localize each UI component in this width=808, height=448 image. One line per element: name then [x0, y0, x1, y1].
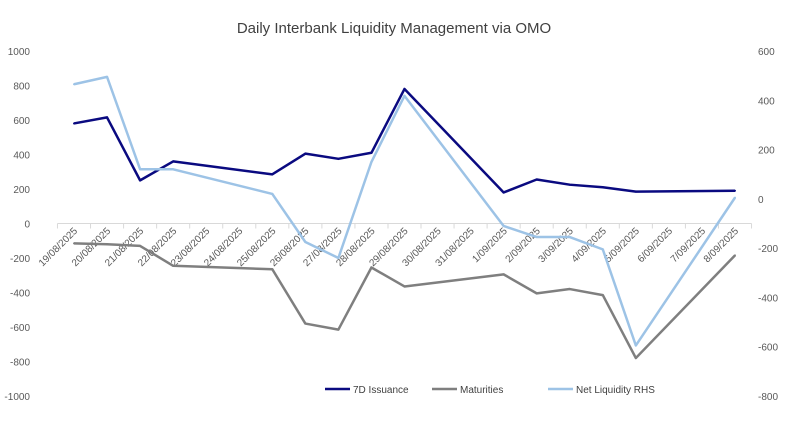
data-point — [337, 328, 340, 331]
left-axis-tick-label: -400 — [10, 289, 30, 300]
data-point — [403, 94, 406, 97]
data-point — [106, 75, 109, 78]
left-axis-tick-label: 1000 — [8, 47, 31, 58]
data-point — [535, 236, 538, 239]
left-axis-tick-label: -200 — [10, 254, 30, 265]
legend-label: Net Liquidity RHS — [576, 385, 655, 396]
legend-label: 7D Issuance — [353, 385, 409, 396]
chart-title: Daily Interbank Liquidity Management via… — [237, 20, 551, 37]
data-point — [304, 240, 307, 243]
data-point — [601, 248, 604, 251]
data-point — [271, 192, 274, 195]
data-point — [271, 268, 274, 271]
data-point — [601, 294, 604, 297]
data-point — [502, 224, 505, 227]
right-axis-ticks: 600 400 200 0 -200 -400 -600 -800 — [758, 47, 778, 403]
data-point — [535, 178, 538, 181]
data-point — [568, 236, 571, 239]
data-point — [370, 160, 373, 163]
data-point — [73, 122, 75, 125]
right-axis-tick-label: -200 — [758, 244, 778, 255]
data-point — [106, 243, 109, 246]
right-axis-tick-label: 0 — [758, 195, 764, 206]
data-point — [370, 151, 373, 154]
series-line-7d-issuance — [73, 87, 736, 194]
right-axis-tick-label: -800 — [758, 392, 778, 403]
left-axis-tick-label: -1000 — [4, 392, 30, 403]
x-tick-label: 8/09/2025 — [702, 226, 742, 266]
left-axis-tick-label: 800 — [13, 82, 30, 93]
left-axis-tick-label: 400 — [13, 151, 30, 162]
data-point — [634, 344, 637, 347]
right-axis-tick-label: -400 — [758, 293, 778, 304]
x-axis: 19/08/202520/08/202521/08/202522/08/2025… — [37, 223, 753, 269]
data-point — [139, 179, 142, 182]
left-axis-tick-label: -600 — [10, 323, 30, 334]
data-point — [734, 189, 736, 192]
right-axis-tick-label: 400 — [758, 96, 775, 107]
data-point — [634, 190, 637, 193]
data-point — [734, 196, 736, 199]
left-axis-tick-label: 0 — [24, 220, 30, 231]
data-point — [337, 157, 340, 160]
left-axis-tick-label: -800 — [10, 358, 30, 369]
legend-label: Maturities — [460, 385, 503, 396]
data-point — [172, 160, 175, 163]
right-axis-tick-label: 200 — [758, 146, 775, 157]
data-point — [304, 322, 307, 325]
data-point — [304, 152, 307, 155]
data-point — [106, 116, 109, 119]
data-point — [139, 168, 142, 171]
data-point — [73, 242, 75, 245]
data-point — [73, 83, 75, 86]
data-point — [403, 87, 406, 90]
left-axis-tick-label: 200 — [13, 185, 30, 196]
data-point — [535, 292, 538, 295]
series-line-net-liquidity-rhs — [73, 75, 737, 347]
right-axis-tick-label: -600 — [758, 343, 778, 354]
data-point — [172, 264, 175, 267]
legend: 7D Issuance Maturities Net Liquidity RHS — [325, 385, 655, 396]
data-point — [337, 257, 340, 259]
data-point — [502, 191, 505, 194]
left-axis-tick-label: 600 — [13, 116, 30, 127]
right-axis-tick-label: 600 — [758, 47, 775, 58]
data-point — [139, 244, 142, 247]
data-point — [634, 357, 637, 360]
data-point — [601, 186, 604, 189]
data-point — [502, 273, 505, 276]
data-point — [370, 266, 373, 269]
left-axis-ticks: 1000 800 600 400 200 0 -200 -400 -600 -800 -1000 — [4, 47, 30, 403]
data-point — [271, 173, 274, 176]
data-point — [403, 285, 406, 288]
data-point — [568, 183, 571, 186]
data-point — [734, 254, 736, 257]
data-point — [172, 168, 175, 171]
series-lines — [73, 75, 737, 360]
data-point — [568, 288, 571, 291]
